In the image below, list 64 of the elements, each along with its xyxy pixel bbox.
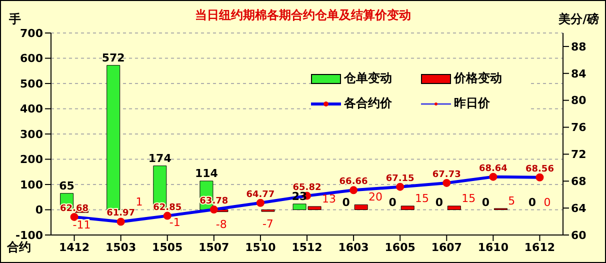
data-label: 0 — [342, 196, 350, 209]
x-tick-label: 1612 — [524, 240, 556, 254]
y2-tick-label: 68 — [571, 175, 586, 188]
x-tick-label: 1603 — [338, 240, 369, 254]
y2-tick-label: 80 — [571, 94, 587, 108]
data-label: 66.66 — [339, 177, 368, 188]
y2-tick-label: 72 — [571, 148, 586, 162]
data-label: 1 — [136, 195, 143, 208]
data-label: 0 — [482, 196, 490, 209]
data-label: 61.97 — [106, 208, 136, 219]
y-tick-label: 100 — [20, 178, 44, 192]
data-label: 64.77 — [246, 190, 275, 200]
y-tick-label: 600 — [20, 52, 44, 66]
legend-label: 仓单变动 — [344, 70, 392, 87]
data-label: 5 — [508, 194, 516, 208]
data-label: 572 — [102, 51, 125, 64]
data-label: 15 — [462, 192, 476, 205]
y2-axis-title: 美分/磅 — [558, 11, 599, 28]
data-label: 15 — [415, 192, 430, 205]
legend-label: 各合约价 — [344, 95, 392, 112]
legend-label: 价格变动 — [454, 70, 502, 87]
y-axis-title: 手 — [9, 11, 21, 28]
data-label: -7 — [262, 218, 274, 231]
data-label: 0 — [435, 196, 444, 209]
x-tick-label: 1412 — [58, 240, 90, 254]
y2-tick-label: 84 — [571, 67, 587, 80]
data-label: 0 — [388, 196, 397, 209]
data-label: 174 — [148, 152, 172, 165]
y-tick-label: 200 — [20, 153, 44, 166]
data-label: 68.64 — [478, 164, 508, 174]
data-label: 0 — [528, 196, 536, 209]
y-tick-label: 700 — [20, 26, 44, 40]
data-label: -8 — [216, 218, 227, 231]
data-label: 0 — [544, 196, 551, 209]
data-label: -11 — [72, 218, 91, 232]
y-tick-label: 300 — [20, 128, 44, 141]
y2-tick-label: 88 — [571, 40, 586, 54]
x-tick-label: 1607 — [431, 240, 462, 254]
data-label: 65 — [59, 179, 74, 192]
legend-label: 昨日价 — [454, 95, 490, 112]
y-tick-label: -100 — [15, 228, 44, 242]
x-tick-label: 1510 — [245, 240, 276, 254]
data-label: 67.73 — [432, 170, 461, 180]
y-tick-label: 500 — [20, 77, 44, 90]
data-label: 13 — [322, 192, 336, 206]
y-tick-label: 400 — [20, 102, 44, 116]
data-label: 67.15 — [386, 174, 414, 184]
data-label: 62.68 — [60, 204, 89, 214]
x-tick-label: 1605 — [384, 240, 416, 254]
data-label: 68.56 — [525, 164, 554, 174]
x-tick-label: 1505 — [152, 240, 183, 254]
data-label: -1 — [169, 216, 180, 230]
x-tick-label: 1507 — [198, 240, 230, 254]
y-tick-label: 0 — [35, 204, 44, 217]
x-tick-label: 1512 — [292, 240, 322, 254]
x-tick-label: 1610 — [478, 240, 509, 254]
x-tick-label: 1503 — [106, 240, 136, 254]
data-label: 20 — [368, 190, 383, 204]
chart-title: 当日纽约期棉各期合约仓单及结算价变动 — [195, 8, 411, 22]
data-label: 114 — [194, 166, 218, 180]
y2-tick-label: 60 — [571, 228, 587, 242]
y2-tick-label: 64 — [571, 202, 587, 215]
y2-tick-label: 76 — [571, 121, 587, 134]
x-axis-title: 合约 — [7, 240, 31, 256]
